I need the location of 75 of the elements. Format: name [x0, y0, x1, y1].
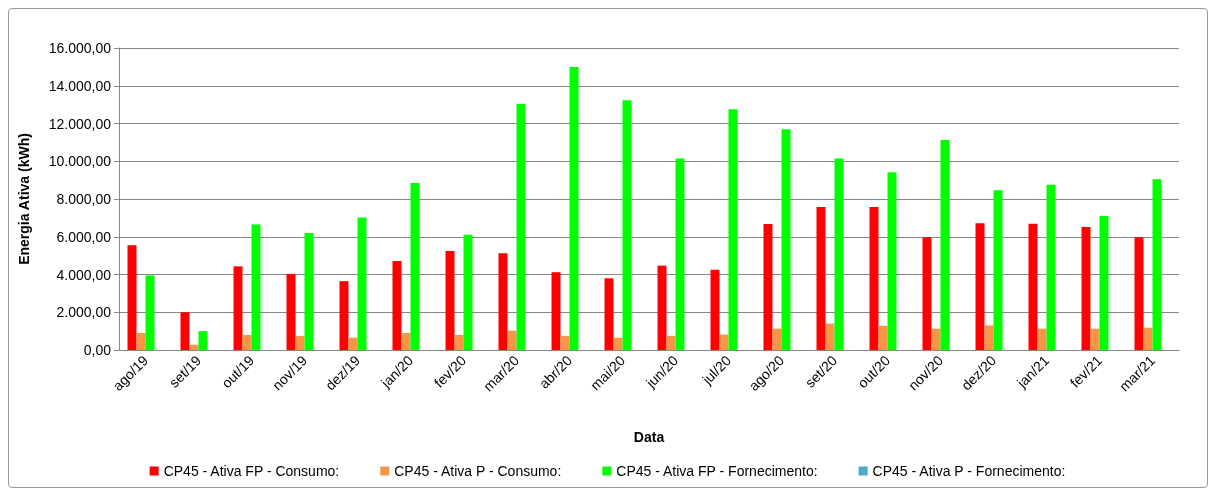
bar: [304, 232, 314, 350]
bar: [1037, 328, 1047, 350]
bar: [357, 217, 367, 350]
bar: [198, 331, 208, 350]
bar: [127, 245, 137, 350]
legend-label: CP45 - Ativa FP - Consumo:: [163, 463, 340, 479]
y-tick-label: 14.000,00: [48, 77, 112, 94]
y-tick-label: 0,00: [83, 342, 112, 358]
bar: [878, 325, 888, 350]
bar: [295, 335, 305, 350]
bar: [1134, 237, 1144, 350]
bar: [622, 100, 632, 350]
bar: [1090, 328, 1100, 350]
bar: [1099, 215, 1109, 350]
bar: [145, 275, 155, 350]
bar: [507, 330, 517, 350]
y-tick-label: 4.000,00: [56, 266, 112, 283]
legend-label: CP45 - Ativa FP - Fornecimento:: [616, 463, 818, 479]
y-tick-label: 2.000,00: [56, 304, 112, 321]
bar: [604, 278, 614, 350]
bar: [401, 333, 411, 350]
y-tick-label: 8.000,00: [56, 191, 112, 207]
bar: [984, 325, 994, 350]
y-tick-label: 10.000,00: [48, 153, 112, 170]
bar: [869, 207, 879, 350]
bar: [931, 328, 941, 350]
bar: [763, 223, 773, 350]
bar: [189, 344, 199, 350]
bar: [922, 237, 932, 350]
y-axis-title: Energia Ativa (kWh): [16, 133, 32, 265]
bar: [975, 223, 985, 350]
bar: [1028, 223, 1038, 350]
bar: [454, 334, 464, 350]
bar: [251, 224, 261, 350]
bar: [993, 190, 1003, 350]
bar: [613, 337, 623, 350]
bar: [710, 269, 720, 350]
bar: [825, 323, 835, 350]
bar: [666, 335, 676, 350]
bar: [551, 272, 561, 350]
bar: [233, 266, 243, 350]
bar: [392, 260, 402, 350]
bar: [339, 281, 349, 350]
bar: [242, 334, 252, 350]
bar: [516, 103, 526, 350]
bar: [445, 251, 455, 350]
y-tick-label: 16.000,00: [48, 40, 112, 56]
bar: [772, 328, 782, 350]
bar: [1143, 327, 1153, 350]
bar: [816, 207, 826, 350]
bar: [463, 234, 473, 350]
y-tick-label: 12.000,00: [48, 115, 112, 132]
bar: [1081, 226, 1091, 350]
bar: [781, 129, 791, 350]
bar: [180, 312, 190, 350]
x-axis-title: Data: [633, 429, 665, 445]
bar: [569, 66, 579, 350]
bar: [887, 172, 897, 350]
legend-label: CP45 - Ativa P - Fornecimento:: [872, 463, 1066, 479]
bar: [286, 273, 296, 350]
bar: [657, 265, 667, 350]
bar: [348, 337, 358, 350]
bar: [728, 109, 738, 350]
y-tick-label: 6.000,00: [56, 228, 112, 245]
bar: [560, 335, 570, 350]
legend-label: CP45 - Ativa P - Consumo:: [394, 463, 562, 479]
bar: [940, 139, 950, 350]
bar: [834, 158, 844, 350]
bar: [1152, 179, 1162, 350]
bar: [136, 333, 146, 350]
bar: [675, 158, 685, 350]
bar: [1046, 184, 1056, 350]
bar: [719, 334, 729, 350]
bar: [410, 182, 420, 350]
bar: [498, 253, 508, 350]
